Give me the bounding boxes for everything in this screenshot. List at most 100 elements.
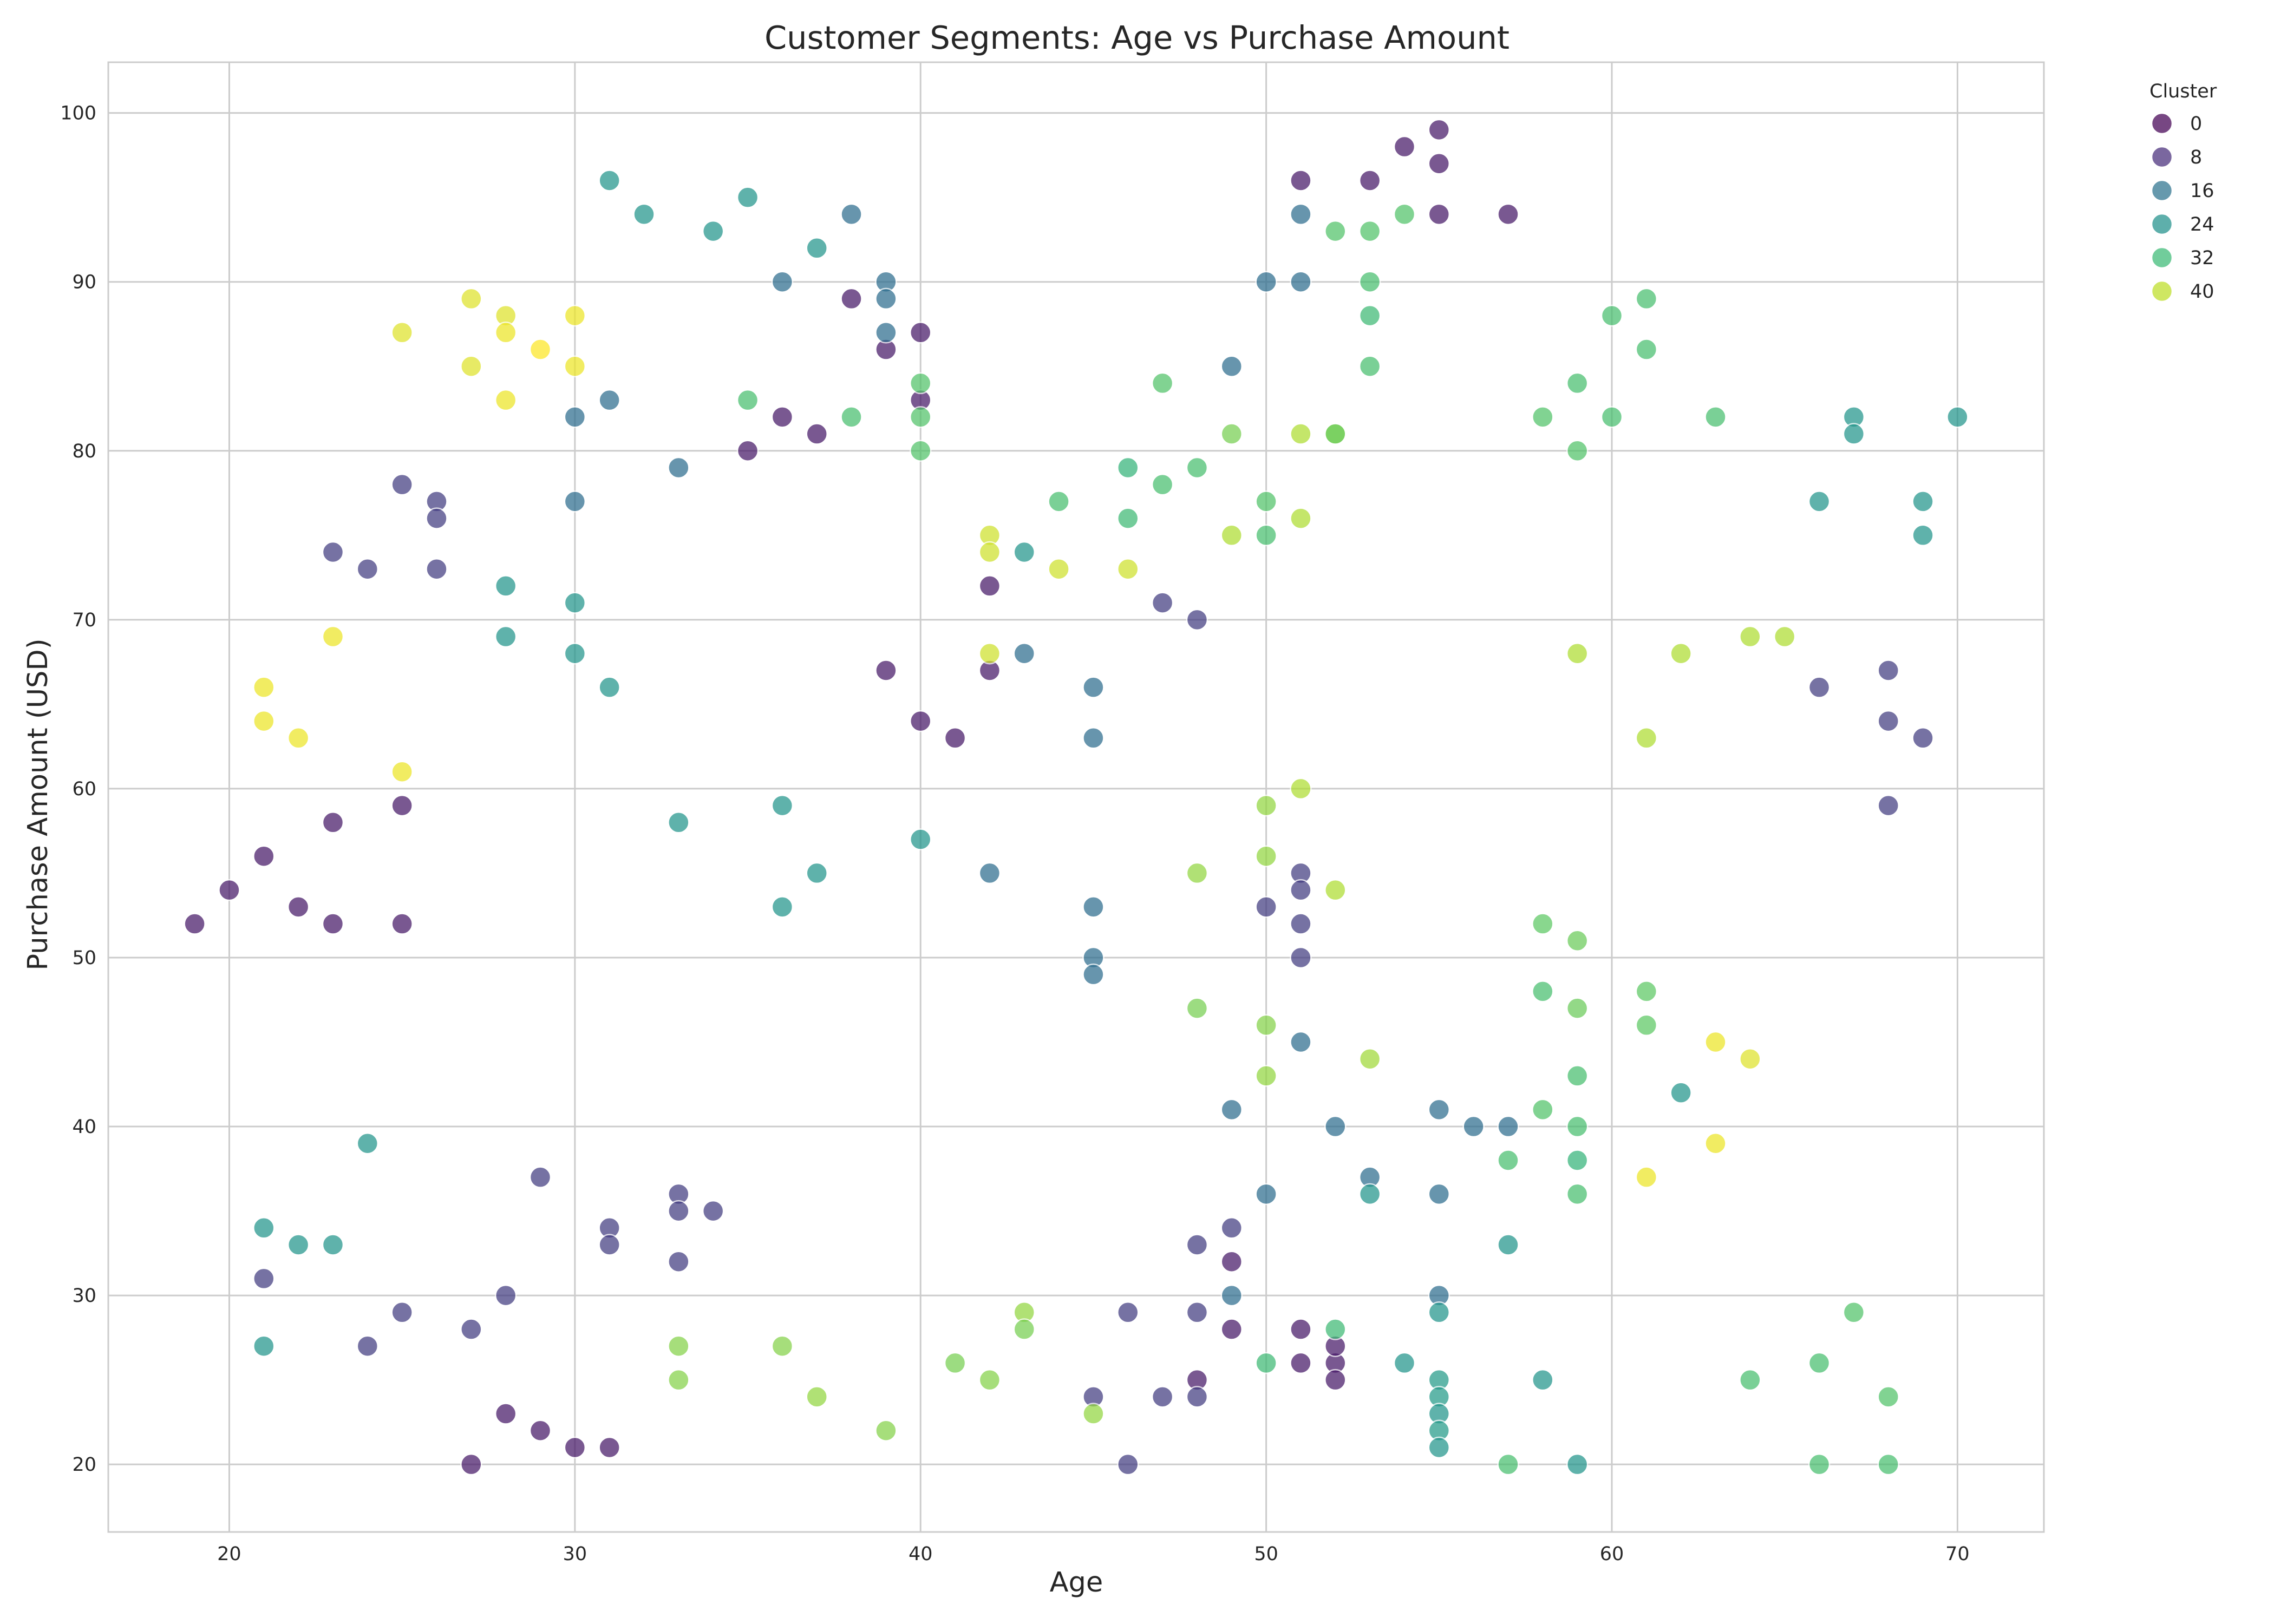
y-tick-label: 60 [72,778,96,800]
data-point [1808,1352,1831,1374]
data-point [1220,355,1243,377]
data-point [978,541,1001,564]
data-point [736,186,759,208]
data-point [978,642,1001,665]
data-point [875,287,897,310]
chart-title: Customer Segments: Age vs Purchase Amoun… [764,19,1510,56]
data-point [1566,642,1589,665]
data-point [1532,980,1554,1003]
data-point [668,1335,690,1357]
data-point [598,1234,620,1256]
data-point [1082,963,1105,986]
data-point [909,372,932,395]
data-point [1566,1065,1589,1087]
data-point [1635,1014,1658,1037]
data-point [1082,896,1105,918]
data-point [1497,1149,1519,1171]
data-point [978,862,1001,885]
data-point [1358,1183,1381,1206]
data-point [1358,355,1381,377]
data-point [909,710,932,732]
data-point [494,1403,517,1425]
data-point [875,1419,897,1442]
data-point [1255,1065,1277,1087]
data-point [736,440,759,462]
y-tick-label: 40 [72,1116,96,1138]
data-point [356,1335,379,1357]
x-tick-label: 40 [909,1543,933,1565]
data-point [1220,1217,1243,1239]
data-point [1808,1453,1831,1476]
legend-marker [2151,146,2173,168]
data-point [1186,608,1208,631]
x-tick-label: 30 [563,1543,587,1565]
data-point [806,237,828,259]
data-point [1013,541,1035,564]
data-point [1946,406,1969,428]
data-point [1497,203,1519,226]
data-point [218,879,240,901]
data-point [771,1335,794,1357]
data-point [1290,946,1312,969]
data-point [253,1267,275,1290]
data-point [391,761,413,783]
data-point [1912,524,1934,547]
legend-items: 0 8 16 24 32 40 [2151,112,2214,303]
legend-title: Cluster [2149,81,2217,102]
data-point [1428,1183,1450,1206]
data-point [1428,119,1450,141]
data-point [1497,1453,1519,1476]
data-point [460,1453,482,1476]
x-axis-label: Age [1050,1567,1103,1599]
data-point [1186,456,1208,479]
data-point [322,1234,344,1256]
data-point [564,642,586,665]
data-point [1566,929,1589,952]
y-tick-label: 30 [72,1285,96,1307]
data-point [1013,1318,1035,1340]
data-point [1151,372,1174,395]
data-point [1704,1031,1727,1053]
data-point [1532,406,1554,428]
data-point [1635,1166,1658,1188]
data-point [1290,1318,1312,1340]
data-point [391,913,413,935]
legend: Cluster 0 8 16 24 32 40 [2149,81,2217,303]
data-point [1566,372,1589,395]
data-point [1117,507,1139,529]
data-point [1220,1284,1243,1307]
data-point [1600,406,1623,428]
data-point [253,845,275,867]
data-point [1290,507,1312,529]
data-point [598,1436,620,1459]
data-point [460,1318,482,1340]
data-point [322,541,344,564]
data-point [1462,1115,1485,1138]
y-axis-label: Purchase Amount (USD) [22,638,54,970]
data-point [1428,152,1450,175]
data-point [806,423,828,445]
data-point [356,1132,379,1155]
data-point [771,406,794,428]
data-point [494,389,517,411]
data-point [1877,710,1899,732]
data-point [875,659,897,682]
data-point [1255,1183,1277,1206]
data-point [840,203,862,226]
data-point [1497,1115,1519,1138]
data-point [1290,1031,1312,1053]
data-point [1670,642,1692,665]
data-point [1566,440,1589,462]
y-tick-label: 70 [72,610,96,631]
data-point [771,896,794,918]
data-point [1566,1183,1589,1206]
data-point [633,203,655,226]
data-point [1151,592,1174,614]
y-tick-labels: 20 30 40 50 60 70 80 90 100 [60,103,96,1476]
data-point [1842,423,1865,445]
y-tick-label: 80 [72,441,96,462]
data-point [909,440,932,462]
data-point [1220,423,1243,445]
data-point [1186,1386,1208,1408]
legend-label: 24 [2190,214,2214,235]
